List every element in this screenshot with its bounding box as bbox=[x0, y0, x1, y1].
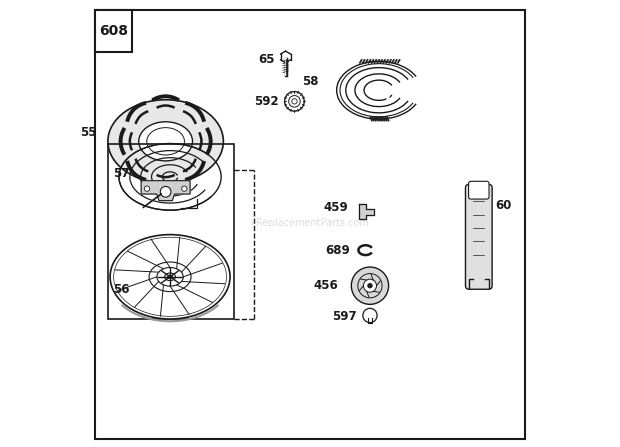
Ellipse shape bbox=[167, 275, 172, 278]
Text: 60: 60 bbox=[495, 199, 512, 212]
Circle shape bbox=[285, 92, 304, 111]
Circle shape bbox=[292, 99, 297, 104]
Text: 55: 55 bbox=[80, 126, 97, 139]
Polygon shape bbox=[141, 181, 190, 201]
Text: 608: 608 bbox=[99, 24, 128, 38]
Circle shape bbox=[363, 279, 376, 292]
Ellipse shape bbox=[139, 122, 192, 161]
Ellipse shape bbox=[108, 100, 223, 183]
Ellipse shape bbox=[165, 273, 175, 281]
Circle shape bbox=[161, 186, 171, 197]
Text: 689: 689 bbox=[326, 244, 350, 257]
FancyBboxPatch shape bbox=[466, 185, 492, 289]
Text: 459: 459 bbox=[323, 202, 348, 215]
FancyBboxPatch shape bbox=[469, 181, 489, 199]
Text: 65: 65 bbox=[258, 53, 275, 66]
Bar bbox=[108, 143, 234, 319]
Circle shape bbox=[368, 283, 372, 288]
Text: 57: 57 bbox=[113, 167, 130, 180]
Text: 58: 58 bbox=[303, 75, 319, 88]
Text: 56: 56 bbox=[113, 283, 130, 296]
Ellipse shape bbox=[110, 235, 230, 319]
Circle shape bbox=[363, 308, 377, 323]
Polygon shape bbox=[359, 204, 374, 219]
Text: 592: 592 bbox=[254, 95, 279, 108]
Text: eReplacementParts.com: eReplacementParts.com bbox=[250, 219, 370, 228]
Circle shape bbox=[144, 186, 149, 191]
Circle shape bbox=[352, 267, 389, 304]
Bar bbox=[95, 10, 132, 52]
Text: 456: 456 bbox=[313, 279, 338, 292]
Text: 597: 597 bbox=[332, 310, 356, 323]
Circle shape bbox=[289, 96, 300, 107]
Circle shape bbox=[182, 186, 187, 191]
